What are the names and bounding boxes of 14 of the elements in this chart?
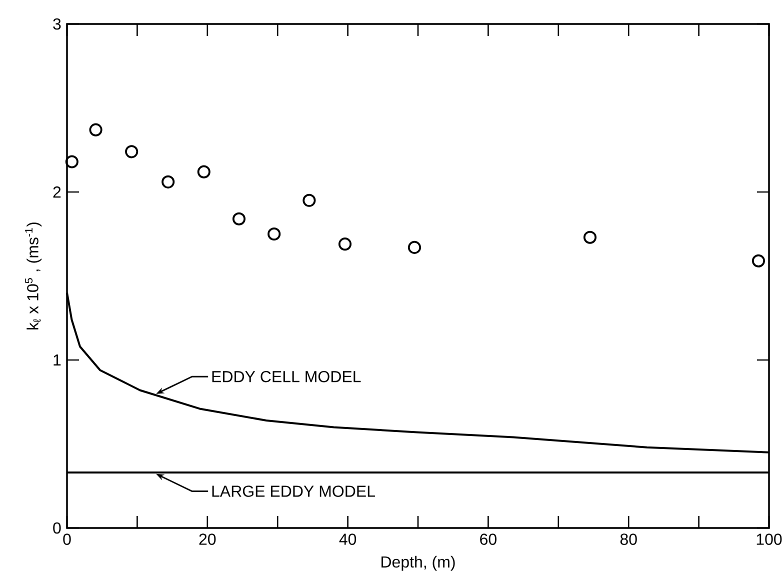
annotation: EDDY CELL MODEL	[212, 370, 361, 382]
annotation: LARGE EDDY MODEL	[212, 486, 375, 497]
y-tick-label: 1	[54, 354, 61, 366]
x-tick-label: 60	[480, 534, 496, 545]
y-tick-label: 2	[53, 186, 61, 198]
y-axis-title: k$_{ℓ}$ x 10$^{5}$ , (ms$^{-1}$)	[25, 222, 42, 330]
x-tick-label: 40	[339, 534, 356, 545]
x-axis-title: Depth, (m)	[382, 556, 455, 571]
x-tick-label: 0	[63, 534, 71, 545]
x-tick-label: 80	[620, 534, 637, 545]
y-tick-label: 0	[53, 522, 61, 534]
y-tick-label: 3	[53, 18, 61, 30]
x-tick-label: 20	[199, 534, 216, 545]
x-tick-label: 100	[756, 534, 782, 545]
